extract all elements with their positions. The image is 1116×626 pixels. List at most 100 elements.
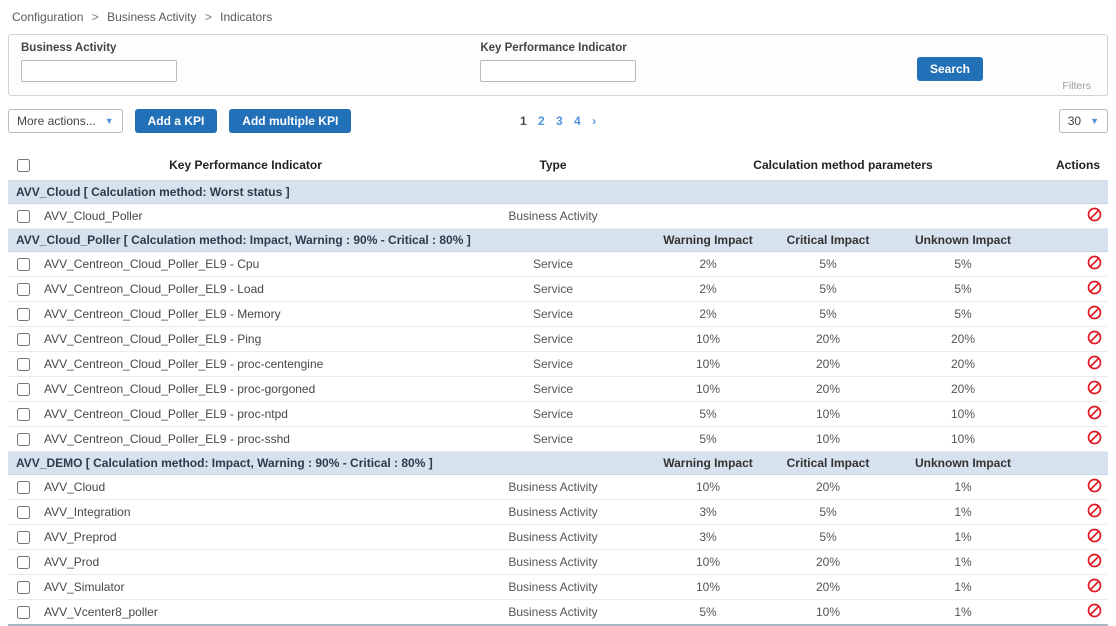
row-checkbox[interactable]	[16, 210, 30, 224]
disable-icon[interactable]	[1087, 405, 1102, 420]
page-size-value: 30	[1067, 114, 1082, 128]
kpi-type: Service	[453, 326, 653, 352]
critical-impact-value: 20%	[763, 474, 893, 500]
breadcrumb-item-indicators: Indicators	[220, 10, 273, 24]
disable-icon[interactable]	[1087, 478, 1102, 493]
row-checkbox[interactable]	[16, 283, 30, 297]
critical-impact-subheader: Critical Impact	[763, 228, 893, 252]
kpi-name[interactable]: AVV_Centreon_Cloud_Poller_EL9 - Ping	[38, 326, 453, 352]
disable-icon[interactable]	[1087, 528, 1102, 543]
table-header-row: Key Performance Indicator Type Calculati…	[8, 150, 1108, 181]
disable-icon[interactable]	[1087, 380, 1102, 395]
unknown-impact-subheader	[893, 180, 1033, 204]
kpi-label: Key Performance Indicator	[480, 42, 627, 54]
disable-icon[interactable]	[1087, 330, 1102, 345]
row-checkbox[interactable]	[16, 556, 30, 570]
select-all-checkbox[interactable]	[16, 159, 30, 173]
kpi-name[interactable]: AVV_Centreon_Cloud_Poller_EL9 - Memory	[38, 301, 453, 327]
disable-icon[interactable]	[1087, 280, 1102, 295]
kpi-name[interactable]: AVV_Centreon_Cloud_Poller_EL9 - proc-ntp…	[38, 401, 453, 427]
pagination-page-3[interactable]: 3	[556, 114, 563, 128]
filters-link[interactable]: Filters	[1062, 80, 1091, 92]
kpi-name[interactable]: AVV_Prod	[38, 549, 453, 575]
kpi-name[interactable]: AVV_Simulator	[38, 574, 453, 600]
page-size-select[interactable]: 30 ▼	[1058, 109, 1108, 133]
row-checkbox[interactable]	[16, 408, 30, 422]
row-checkbox[interactable]	[16, 581, 30, 595]
disable-icon[interactable]	[1087, 553, 1102, 568]
critical-impact-value: 20%	[763, 574, 893, 600]
kpi-name[interactable]: AVV_Vcenter8_poller	[38, 599, 453, 626]
kpi-type: Service	[453, 301, 653, 327]
breadcrumb-item-business-activity[interactable]: Business Activity	[107, 10, 197, 24]
kpi-type: Business Activity	[453, 499, 653, 525]
kpi-name[interactable]: AVV_Centreon_Cloud_Poller_EL9 - proc-gor…	[38, 376, 453, 402]
row-checkbox[interactable]	[16, 531, 30, 545]
kpi-name[interactable]: AVV_Centreon_Cloud_Poller_EL9 - proc-ssh…	[38, 426, 453, 452]
row-checkbox[interactable]	[16, 358, 30, 372]
unknown-impact-value: 1%	[893, 524, 1033, 550]
kpi-name[interactable]: AVV_Centreon_Cloud_Poller_EL9 - Cpu	[38, 251, 453, 277]
row-checkbox[interactable]	[16, 333, 30, 347]
table-row: AVV_Centreon_Cloud_Poller_EL9 - Ping Ser…	[8, 326, 1108, 352]
row-checkbox[interactable]	[16, 481, 30, 495]
group-actions-cell	[1033, 451, 1108, 475]
kpi-name[interactable]: AVV_Cloud_Poller	[38, 203, 453, 229]
row-checkbox[interactable]	[16, 308, 30, 322]
row-checkbox[interactable]	[16, 606, 30, 620]
filter-panel: Business Activity Key Performance Indica…	[8, 34, 1108, 96]
warning-impact-value: 2%	[653, 276, 763, 302]
table-row: AVV_Centreon_Cloud_Poller_EL9 - Cpu Serv…	[8, 251, 1108, 277]
add-multiple-kpi-button[interactable]: Add multiple KPI	[229, 109, 352, 133]
row-checkbox[interactable]	[16, 433, 30, 447]
search-button[interactable]: Search	[916, 57, 983, 81]
kpi-name[interactable]: AVV_Preprod	[38, 524, 453, 550]
group-actions-cell	[1033, 180, 1108, 204]
disable-icon[interactable]	[1087, 207, 1102, 222]
kpi-name[interactable]: AVV_Cloud	[38, 474, 453, 500]
critical-impact-value: 10%	[763, 426, 893, 452]
disable-icon[interactable]	[1087, 430, 1102, 445]
disable-icon[interactable]	[1087, 603, 1102, 618]
disable-icon[interactable]	[1087, 355, 1102, 370]
critical-impact-value: 5%	[763, 251, 893, 277]
critical-impact-subheader: Critical Impact	[763, 451, 893, 475]
kpi-name[interactable]: AVV_Centreon_Cloud_Poller_EL9 - proc-cen…	[38, 351, 453, 377]
kpi-input[interactable]	[480, 60, 637, 82]
pagination-next-icon[interactable]: ›	[592, 114, 597, 128]
row-checkbox[interactable]	[16, 258, 30, 272]
table-row: AVV_Cloud Business Activity 10% 20% 1%	[8, 474, 1108, 500]
table-row: AVV_Integration Business Activity 3% 5% …	[8, 499, 1108, 525]
row-checkbox[interactable]	[16, 506, 30, 520]
add-kpi-button[interactable]: Add a KPI	[134, 109, 218, 133]
warning-impact-value: 10%	[653, 376, 763, 402]
kpi-name[interactable]: AVV_Centreon_Cloud_Poller_EL9 - Load	[38, 276, 453, 302]
disable-icon[interactable]	[1087, 578, 1102, 593]
unknown-impact-subheader: Unknown Impact	[893, 228, 1033, 252]
pagination-page-2[interactable]: 2	[537, 114, 545, 128]
disable-icon[interactable]	[1087, 255, 1102, 270]
pagination-page-4[interactable]: 4	[574, 114, 581, 128]
more-actions-select[interactable]: More actions... ▼	[8, 109, 123, 133]
kpi-name[interactable]: AVV_Integration	[38, 499, 453, 525]
critical-impact-value: 10%	[763, 599, 893, 626]
disable-icon[interactable]	[1087, 503, 1102, 518]
breadcrumb-item-configuration[interactable]: Configuration	[12, 10, 84, 24]
business-activity-input[interactable]	[21, 60, 177, 82]
unknown-impact-value	[893, 203, 1033, 229]
business-activity-label: Business Activity	[21, 42, 117, 54]
table-row: AVV_Centreon_Cloud_Poller_EL9 - proc-gor…	[8, 376, 1108, 402]
critical-impact-value: 5%	[763, 524, 893, 550]
unknown-impact-value: 1%	[893, 599, 1033, 626]
row-checkbox[interactable]	[16, 383, 30, 397]
disable-icon[interactable]	[1087, 305, 1102, 320]
toolbar: More actions... ▼ Add a KPI Add multiple…	[8, 108, 1108, 134]
calc-params-column-header: Calculation method parameters	[653, 150, 1033, 181]
group-actions-cell	[1033, 228, 1108, 252]
warning-impact-value: 2%	[653, 301, 763, 327]
table-row: AVV_Centreon_Cloud_Poller_EL9 - proc-cen…	[8, 351, 1108, 377]
group-header-row: AVV_Cloud [ Calculation method: Worst st…	[8, 180, 1108, 204]
kpi-type: Service	[453, 351, 653, 377]
pagination-current-page: 1	[519, 114, 527, 128]
